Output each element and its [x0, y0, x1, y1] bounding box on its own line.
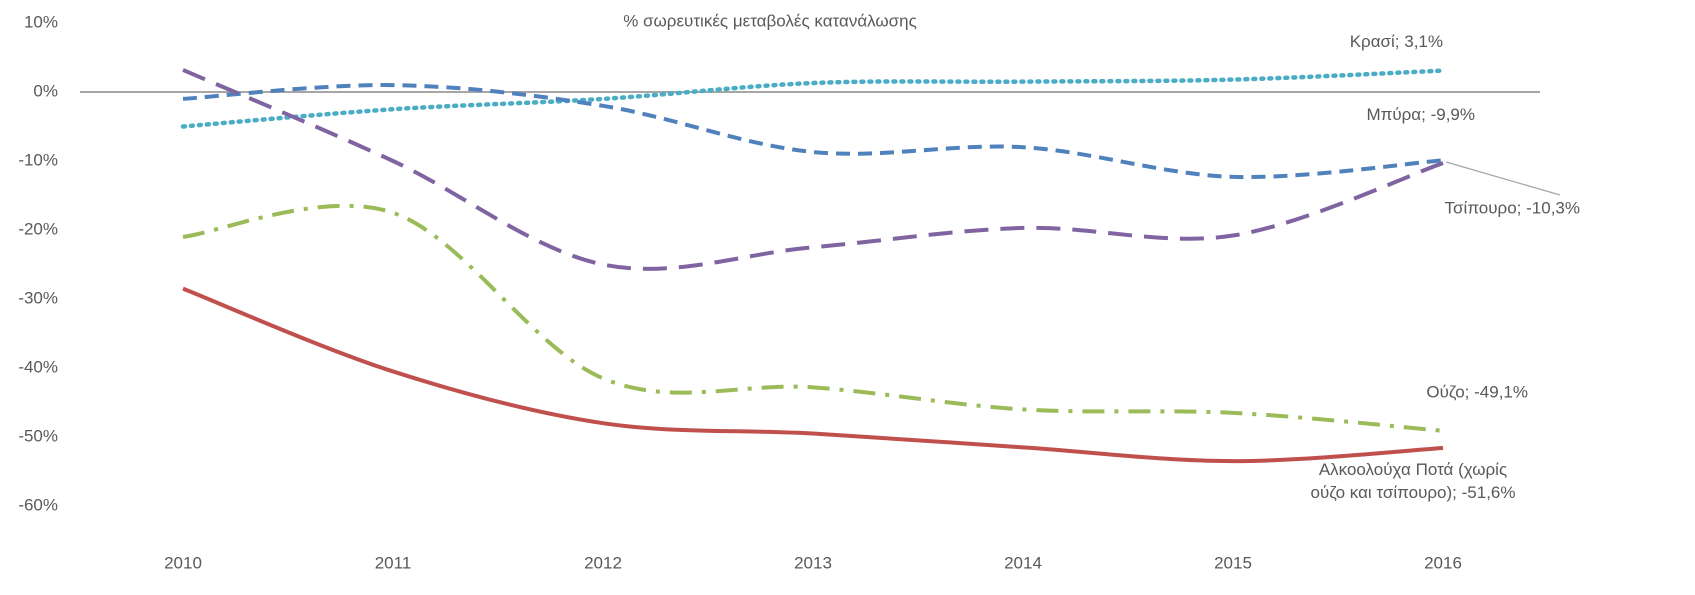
y-tick-label: -30% [18, 288, 58, 307]
x-tick-label: 2011 [375, 553, 412, 572]
x-tick-label: 2014 [1004, 553, 1042, 572]
data-label: Τσίπουρο; -10,3% [1445, 199, 1580, 218]
y-tick-label: -10% [18, 150, 58, 169]
data-label: Κρασί; 3,1% [1350, 32, 1443, 51]
y-tick-label: 0% [33, 81, 58, 100]
chart-title: % σωρευτικές μεταβολές κατανάλωσης [623, 11, 917, 30]
x-tick-label: 2010 [164, 553, 202, 572]
series-line [180, 68, 1446, 129]
data-label: Ούζο; -49,1% [1426, 382, 1528, 401]
y-tick-label: -40% [18, 357, 58, 376]
y-tick-label: -50% [18, 426, 58, 445]
x-tick-label: 2012 [584, 553, 622, 572]
series-line [182, 203, 1444, 433]
series-line [182, 286, 1444, 464]
x-tick-label: 2016 [1424, 553, 1462, 572]
leader-line [1445, 161, 1561, 196]
series-line [182, 68, 1444, 271]
y-tick-label: 10% [24, 12, 58, 31]
data-label: Αλκοολούχα Ποτά (χωρίς ούζο και τσίπουρο… [1310, 460, 1516, 503]
series-line [182, 83, 1444, 180]
data-label: Μπύρα; -9,9% [1366, 105, 1475, 124]
y-tick-label: -60% [18, 495, 58, 514]
x-tick-label: 2013 [794, 553, 832, 572]
x-tick-label: 2015 [1214, 553, 1252, 572]
y-tick-label: -20% [18, 219, 58, 238]
